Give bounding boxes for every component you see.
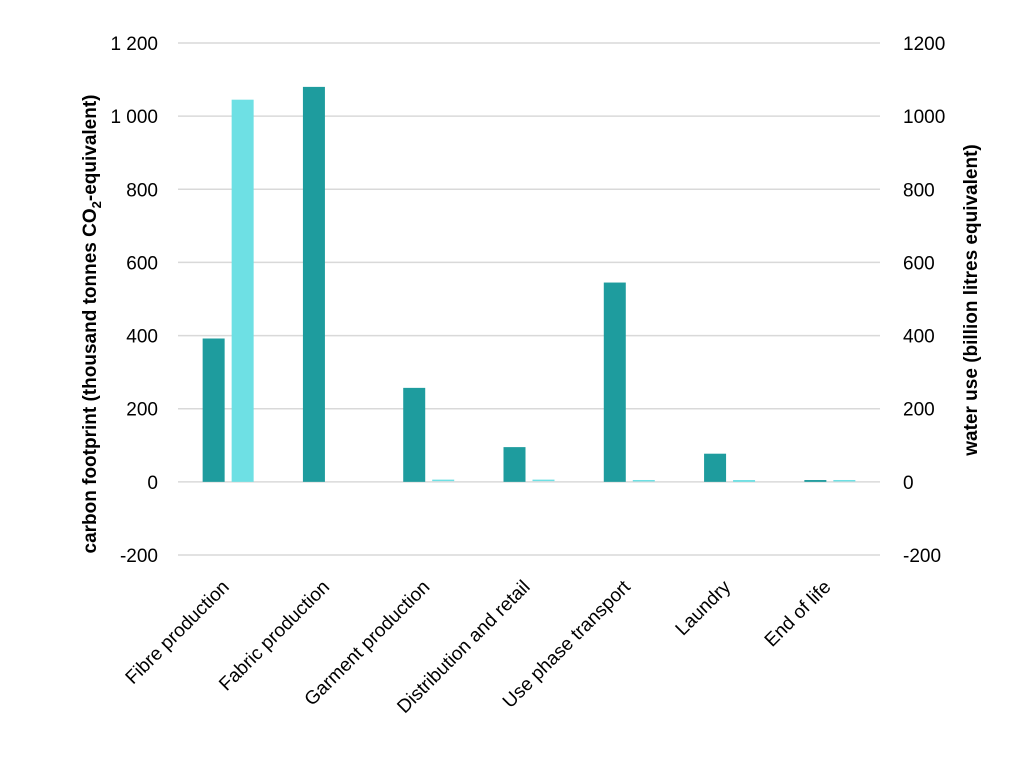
bars: [202, 86, 856, 482]
bar-series1-2: [403, 387, 426, 482]
category-label: Fibre production: [122, 577, 234, 689]
left-axis-ticks: -200 0 200 400 600 800 1 000 1 200: [110, 34, 158, 567]
bar-series2-0: [231, 99, 254, 482]
bar-series1-4: [603, 282, 626, 482]
gridlines: [178, 42, 880, 556]
bar-series2-6: [833, 479, 856, 482]
left-tick-label: -200: [120, 546, 158, 567]
left-tick-label: 600: [126, 253, 158, 274]
bar-series1-3: [503, 447, 526, 482]
category-label: End of life: [761, 577, 836, 652]
left-tick-label: 400: [126, 327, 158, 348]
right-tick-label: 600: [903, 253, 935, 274]
category-label: Fabric production: [215, 577, 334, 696]
left-axis-title: carbon footprint (thousand tonnes CO2-eq…: [80, 95, 104, 554]
bar-series2-4: [632, 479, 655, 482]
right-tick-label: 1200: [903, 34, 945, 55]
bar-series1-6: [804, 480, 827, 482]
right-tick-label: -200: [903, 546, 941, 567]
bar-series1-5: [704, 453, 727, 482]
right-tick-label: 0: [903, 473, 914, 494]
right-axis-ticks: -200 0 200 400 600 800 1000 1200: [903, 34, 945, 567]
bar-series1-1: [302, 86, 325, 482]
left-tick-label: 800: [126, 180, 158, 201]
right-tick-label: 400: [903, 327, 935, 348]
right-axis-title: water use (billion litres equivalent): [961, 144, 982, 456]
right-tick-label: 200: [903, 400, 935, 421]
left-tick-label: 1 200: [110, 34, 158, 55]
left-tick-label: 0: [147, 473, 158, 494]
left-tick-label: 200: [126, 400, 158, 421]
right-tick-label: 800: [903, 180, 935, 201]
bar-series2-3: [532, 479, 555, 482]
left-tick-label: 1 000: [110, 107, 158, 128]
category-label: Laundry: [672, 576, 736, 640]
bar-series2-2: [432, 479, 455, 482]
bar-series2-5: [733, 480, 756, 482]
bar-series1-0: [202, 338, 225, 482]
right-tick-label: 1000: [903, 107, 945, 128]
